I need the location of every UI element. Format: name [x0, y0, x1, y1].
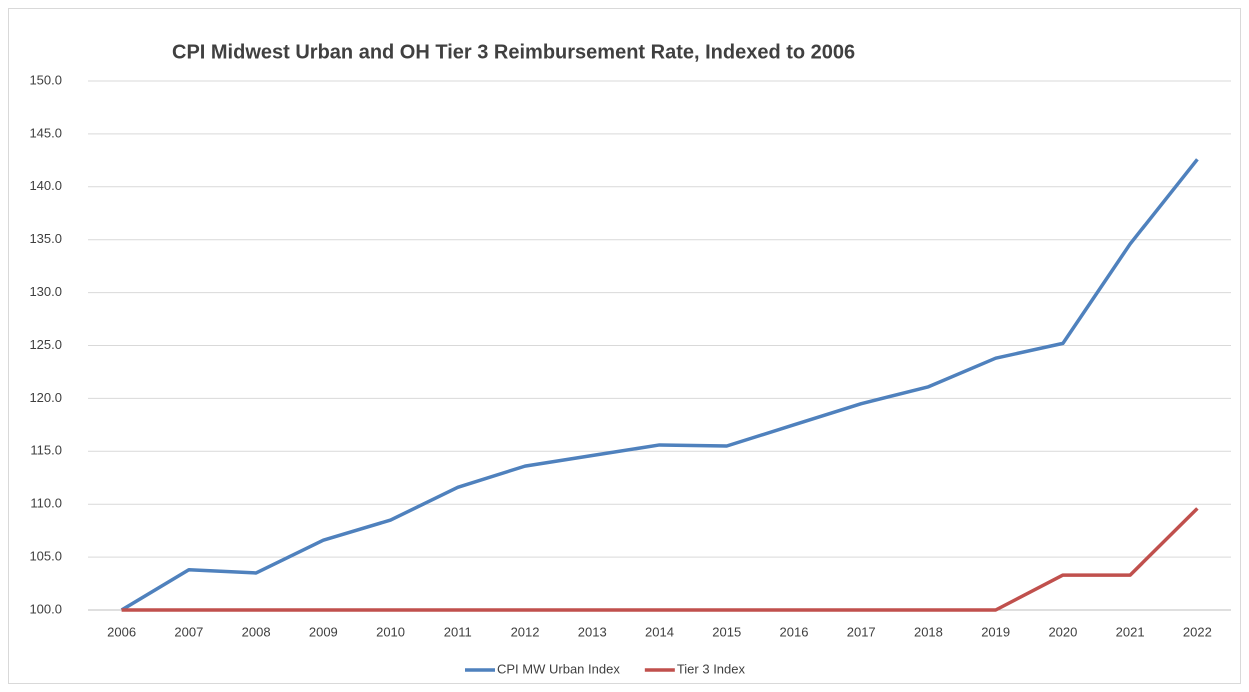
x-tick-label: 2006	[107, 624, 136, 639]
x-tick-label: 2011	[444, 624, 472, 639]
y-tick-label: 145.0	[29, 125, 62, 140]
y-tick-label: 130.0	[29, 284, 62, 299]
x-tick-label: 2009	[309, 624, 338, 639]
x-tick-label: 2007	[174, 624, 203, 639]
y-tick-label: 115.0	[30, 443, 62, 458]
x-tick-label: 2022	[1183, 624, 1212, 639]
x-tick-label: 2020	[1048, 624, 1077, 639]
x-tick-label: 2018	[914, 624, 943, 639]
line-series	[121, 507, 1199, 612]
y-tick-label: 100.0	[29, 601, 62, 616]
chart-title: CPI Midwest Urban and OH Tier 3 Reimburs…	[172, 41, 855, 63]
x-tick-label: 2019	[981, 624, 1010, 639]
x-tick-label: 2010	[376, 624, 405, 639]
line-series	[120, 158, 1199, 612]
x-tick-label: 2008	[242, 624, 271, 639]
x-tick-label: 2021	[1116, 624, 1145, 639]
legend-label: CPI MW Urban Index	[497, 661, 620, 676]
x-tick-label: 2017	[847, 624, 876, 639]
y-tick-label: 125.0	[29, 337, 62, 352]
y-tick-label: 110.0	[30, 496, 62, 511]
y-tick-label: 140.0	[29, 178, 62, 193]
x-tick-label: 2014	[645, 624, 674, 639]
x-tick-label: 2016	[780, 624, 809, 639]
y-tick-label: 105.0	[29, 549, 62, 564]
x-tick-label: 2012	[511, 624, 540, 639]
y-tick-label: 150.0	[29, 72, 62, 87]
x-tick-label: 2013	[578, 624, 607, 639]
x-tick-label: 2015	[712, 624, 741, 639]
legend-label: Tier 3 Index	[677, 661, 746, 676]
y-tick-label: 120.0	[29, 390, 62, 405]
y-tick-label: 135.0	[29, 231, 62, 246]
